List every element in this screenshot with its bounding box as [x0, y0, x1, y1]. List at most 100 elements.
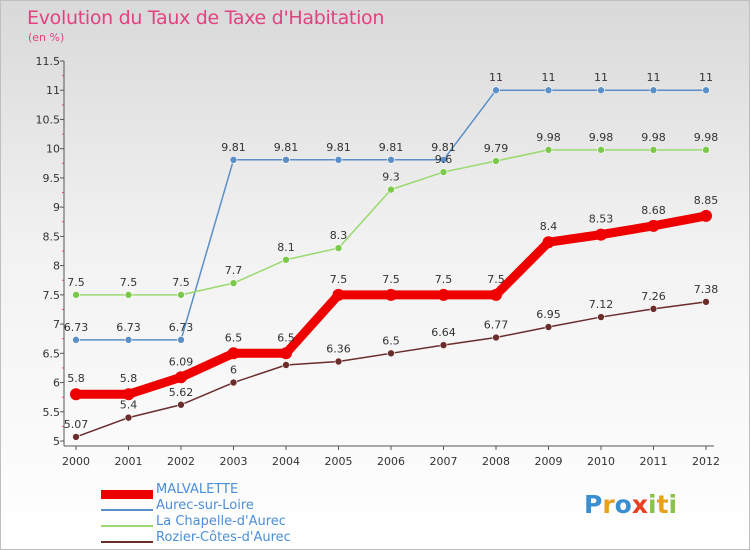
data-point-rozier-c-tes-d-aurec — [72, 433, 80, 441]
data-label-aurec-sur-loire: 9.81 — [274, 141, 299, 154]
data-label-rozier-c-tes-d-aurec: 7.12 — [589, 298, 614, 311]
data-point-malvalette — [280, 347, 292, 360]
data-point-malvalette — [227, 347, 240, 360]
data-label-la-chapelle-d-aurec: 9.79 — [484, 142, 509, 155]
x-tick-label: 2004 — [272, 455, 300, 468]
y-tick-label: 7 — [53, 318, 60, 331]
data-point-aurec-sur-loire — [544, 86, 553, 95]
legend-swatch-rozier — [101, 541, 153, 543]
data-label-la-chapelle-d-aurec: 7.5 — [120, 276, 138, 289]
data-point-rozier-c-tes-d-aurec — [334, 357, 343, 366]
x-tick-label: 2009 — [535, 455, 563, 468]
x-tick-label: 2007 — [430, 455, 458, 468]
data-point-rozier-c-tes-d-aurec — [124, 413, 133, 422]
proxiti-logo: Proxiti — [584, 490, 677, 519]
logo-letter: o — [614, 490, 632, 519]
legend-swatch-malvalette — [101, 490, 153, 499]
data-label-rozier-c-tes-d-aurec: 6.77 — [484, 319, 509, 332]
data-point-malvalette — [595, 228, 607, 241]
data-point-rozier-c-tes-d-aurec — [702, 298, 710, 306]
y-tick-label: 6 — [53, 377, 60, 390]
data-label-aurec-sur-loire: 11 — [594, 71, 608, 84]
data-point-malvalette — [385, 288, 397, 301]
data-label-rozier-c-tes-d-aurec: 6.5 — [382, 334, 400, 347]
data-label-rozier-c-tes-d-aurec: 6.95 — [536, 308, 561, 321]
data-label-aurec-sur-loire: 11 — [542, 71, 556, 84]
data-label-rozier-c-tes-d-aurec: 7.38 — [694, 283, 719, 296]
data-label-malvalette: 7.5 — [382, 273, 400, 286]
x-tick-label: 2001 — [115, 455, 143, 468]
data-point-la-chapelle-d-aurec — [597, 146, 605, 154]
data-point-rozier-c-tes-d-aurec — [492, 333, 500, 342]
data-label-malvalette: 6.09 — [169, 355, 194, 368]
data-point-aurec-sur-loire — [177, 336, 185, 344]
data-point-aurec-sur-loire — [124, 336, 133, 344]
data-point-la-chapelle-d-aurec — [124, 291, 133, 299]
legend-swatch-la-chapelle — [101, 525, 153, 527]
data-label-la-chapelle-d-aurec: 9.6 — [435, 153, 453, 166]
y-tick-label: 11 — [46, 84, 60, 97]
data-label-aurec-sur-loire: 6.73 — [64, 321, 89, 334]
data-point-aurec-sur-loire — [282, 156, 290, 164]
data-label-aurec-sur-loire: 6.73 — [169, 321, 194, 334]
y-tick-label: 9 — [53, 201, 60, 214]
data-point-malvalette — [437, 288, 450, 301]
data-point-malvalette — [700, 209, 712, 222]
data-label-malvalette: 7.5 — [435, 273, 453, 286]
data-point-la-chapelle-d-aurec — [282, 255, 290, 264]
data-point-la-chapelle-d-aurec — [439, 168, 448, 176]
data-point-la-chapelle-d-aurec — [334, 244, 343, 252]
logo-letter: i — [648, 490, 657, 519]
y-tick-label: 10.5 — [36, 113, 61, 126]
data-point-malvalette — [490, 288, 502, 301]
data-label-la-chapelle-d-aurec: 9.98 — [694, 131, 719, 144]
data-point-la-chapelle-d-aurec — [544, 146, 553, 154]
x-tick-label: 2012 — [692, 455, 720, 468]
data-point-aurec-sur-loire — [72, 336, 80, 344]
data-point-rozier-c-tes-d-aurec — [649, 305, 658, 313]
logo-letter: r — [602, 490, 615, 519]
data-point-la-chapelle-d-aurec — [177, 291, 185, 299]
x-tick-label: 2006 — [377, 455, 405, 468]
x-tick-label: 2002 — [167, 455, 195, 468]
data-point-aurec-sur-loire — [439, 156, 448, 164]
data-point-rozier-c-tes-d-aurec — [597, 313, 605, 321]
data-point-malvalette — [332, 288, 345, 301]
data-label-rozier-c-tes-d-aurec: 6.64 — [431, 326, 456, 339]
y-tick-label: 7.5 — [43, 289, 61, 302]
data-label-malvalette: 8.85 — [694, 194, 719, 207]
data-label-aurec-sur-loire: 9.81 — [379, 141, 404, 154]
data-label-malvalette: 8.68 — [641, 204, 666, 217]
data-point-la-chapelle-d-aurec — [702, 146, 710, 154]
data-label-la-chapelle-d-aurec: 9.98 — [589, 131, 614, 144]
data-label-malvalette: 6.5 — [225, 331, 243, 344]
data-point-aurec-sur-loire — [492, 86, 500, 95]
data-point-la-chapelle-d-aurec — [649, 146, 658, 154]
data-label-la-chapelle-d-aurec: 9.98 — [641, 131, 666, 144]
x-tick-label: 2003 — [220, 455, 248, 468]
legend-label-rozier: Rozier-Côtes-d'Aurec — [156, 530, 291, 545]
x-tick-label: 2005 — [325, 455, 353, 468]
x-tick-label: 2010 — [587, 455, 615, 468]
chart-title: Evolution du Taux de Taxe d'Habitation — [27, 7, 385, 29]
data-point-malvalette — [542, 236, 555, 249]
data-point-la-chapelle-d-aurec — [72, 291, 80, 299]
data-point-aurec-sur-loire — [334, 156, 343, 164]
data-point-aurec-sur-loire — [597, 86, 605, 95]
data-label-aurec-sur-loire: 9.81 — [431, 141, 456, 154]
y-tick-label: 6.5 — [43, 347, 61, 360]
data-label-rozier-c-tes-d-aurec: 5.62 — [169, 386, 194, 399]
data-point-la-chapelle-d-aurec — [387, 185, 395, 194]
logo-letter: t — [656, 490, 669, 519]
data-label-malvalette: 5.8 — [67, 372, 85, 385]
data-point-rozier-c-tes-d-aurec — [387, 349, 395, 358]
logo-letter: i — [668, 490, 678, 519]
data-label-la-chapelle-d-aurec: 7.7 — [225, 264, 243, 277]
data-label-la-chapelle-d-aurec: 7.5 — [172, 276, 190, 289]
legend-swatch-aurec — [101, 509, 153, 511]
x-tick-label: 2008 — [482, 455, 510, 468]
y-tick-label: 9.5 — [43, 172, 61, 185]
data-label-la-chapelle-d-aurec: 8.1 — [277, 241, 295, 254]
data-point-aurec-sur-loire — [229, 156, 238, 164]
